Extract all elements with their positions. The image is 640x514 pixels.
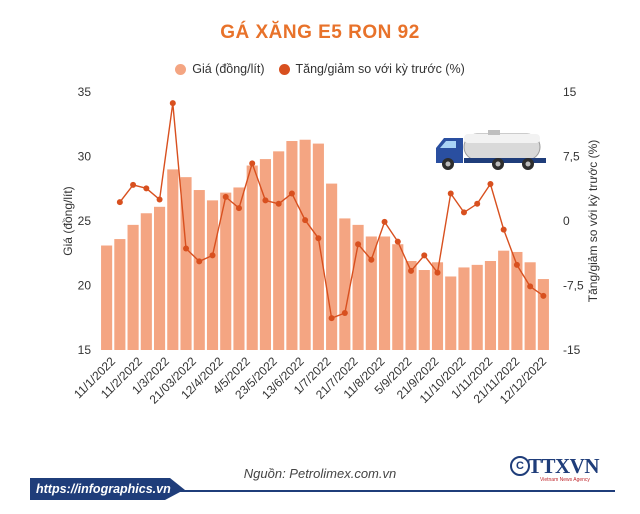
source-note: Nguồn: Petrolimex.com.vn	[243, 466, 397, 481]
y-left-tick-label: 30	[78, 150, 92, 164]
change-point	[169, 100, 176, 107]
y-right-tick-label: -7,5	[563, 279, 584, 293]
change-point	[421, 252, 428, 259]
bar	[101, 245, 113, 350]
change-point	[408, 267, 415, 274]
y-right-tick-label: 0	[563, 214, 570, 228]
bar	[233, 187, 245, 350]
chart-title: GÁ XĂNG E5 RON 92	[220, 22, 420, 43]
change-point	[275, 200, 282, 207]
change-point	[235, 205, 242, 212]
bar	[471, 264, 483, 350]
change-point	[447, 190, 454, 197]
change-point	[355, 241, 362, 248]
y-right-axis-title: Tăng/giảm so với kỳ trước (%)	[586, 140, 600, 302]
bar	[484, 260, 496, 350]
bar	[498, 250, 510, 350]
change-point	[328, 315, 335, 322]
legend-item-price: Giá (đồng/lít)	[175, 62, 265, 76]
y-right-tick-label: 7,5	[563, 150, 580, 164]
bar	[273, 151, 285, 350]
legend-label-change: Tăng/giảm so với kỳ trước (%)	[295, 62, 465, 76]
bar	[114, 239, 126, 350]
bar	[431, 262, 444, 350]
bar	[458, 267, 470, 350]
change-point	[500, 226, 507, 233]
footer-bar	[30, 478, 615, 500]
change-point	[460, 209, 467, 216]
logo-copyright-icon: C	[510, 456, 530, 476]
y-left-axis-title: Giá (đồng/lít)	[61, 186, 75, 255]
y-left-tick-label: 15	[78, 343, 92, 357]
bar	[392, 244, 404, 350]
change-point	[302, 217, 309, 224]
bar	[246, 165, 258, 350]
bar	[259, 159, 271, 350]
bar	[511, 251, 523, 350]
legend-swatch-change	[278, 63, 290, 75]
y-left-tick-label: 35	[78, 85, 92, 99]
bar	[167, 169, 179, 350]
y-left-tick-label: 25	[78, 214, 92, 228]
bar	[326, 183, 338, 350]
chart-canvas: 15 20 25 30 35 -15 -7,5 0 7,5 15 Giá (đồng/lít) Tăn…	[61, 85, 600, 407]
bar	[127, 224, 139, 350]
change-point	[434, 269, 441, 276]
bar	[193, 190, 205, 350]
change-point	[183, 245, 190, 252]
bar	[299, 139, 311, 350]
change-point	[130, 181, 137, 188]
bar	[206, 200, 219, 350]
bar	[524, 262, 536, 350]
y-left-tick-label: 20	[78, 279, 92, 293]
change-point	[288, 190, 295, 197]
bar	[379, 236, 391, 350]
legend-item-change: Tăng/giảm so với kỳ trước (%)	[278, 62, 465, 76]
bar	[180, 177, 192, 350]
footer-url[interactable]: https://infographics.vn	[36, 482, 171, 496]
change-point	[487, 181, 494, 188]
bar	[312, 143, 324, 350]
change-point	[143, 185, 150, 192]
bar	[445, 276, 457, 350]
change-point	[249, 160, 256, 167]
bar	[537, 279, 549, 350]
y-right-tick-label: 15	[563, 85, 577, 99]
change-point	[116, 199, 123, 206]
bar	[286, 141, 298, 350]
change-point	[381, 218, 388, 225]
change-point	[527, 283, 534, 290]
change-point	[196, 258, 203, 265]
legend-swatch-price	[175, 63, 187, 75]
y-right-tick-label: -15	[563, 343, 581, 357]
change-point	[394, 238, 401, 245]
bar	[405, 260, 417, 350]
change-point	[474, 200, 481, 207]
bar	[365, 236, 377, 350]
bar	[140, 213, 152, 350]
change-point	[341, 310, 348, 317]
change-point	[513, 261, 520, 268]
change-point	[222, 193, 229, 200]
bar	[418, 270, 430, 350]
bar	[352, 224, 364, 350]
change-point	[368, 256, 375, 263]
logo-subtitle: Vietnam News Agency	[540, 477, 590, 483]
tanker-truck-icon	[436, 130, 546, 170]
change-point	[156, 196, 163, 203]
change-point	[315, 235, 322, 242]
change-point	[262, 197, 269, 204]
bar	[154, 206, 166, 350]
legend-label-price: Giá (đồng/lít)	[192, 62, 265, 76]
logo-text: TTXVN	[528, 454, 600, 478]
bar	[339, 218, 351, 350]
change-point	[540, 292, 547, 299]
change-point	[209, 252, 216, 259]
bar	[220, 192, 232, 350]
legend: Giá (đồng/lít) Tăng/giảm so với kỳ trước…	[0, 62, 640, 76]
